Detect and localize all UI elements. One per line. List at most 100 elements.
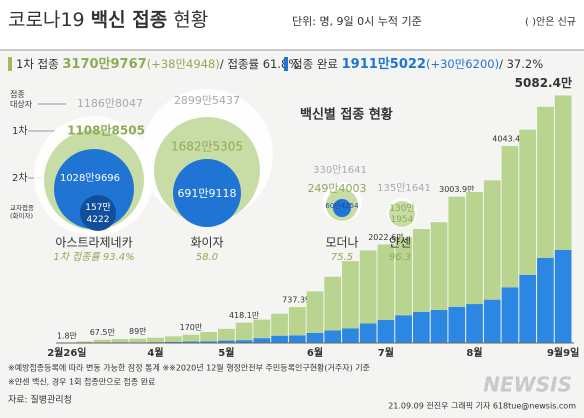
bar <box>306 332 324 343</box>
logo: NEWSIS <box>483 373 572 397</box>
bar <box>554 95 572 250</box>
first-value: 130만 1954 <box>389 203 414 225</box>
vaccine-rate: 1차 접종률 93.4% <box>53 251 134 263</box>
credit: 21.09.09 전진우 그래픽 기자 618tue@newsis.com <box>388 401 576 411</box>
title: 코로나19 백신 접종 현황 <box>8 9 208 31</box>
bar <box>501 146 519 288</box>
x-tick-label: 7월 <box>378 347 394 359</box>
row-label: 2차 <box>12 172 28 184</box>
second-value: 60만4254 <box>325 201 359 210</box>
first-value: 1108만8505 <box>67 123 145 138</box>
bar <box>271 335 288 343</box>
bar <box>483 299 501 343</box>
marker <box>8 57 12 71</box>
bar <box>324 330 342 343</box>
bar <box>342 261 359 329</box>
first-summary: 1차 접종 3170만9767(+38만4948)/ 접종률 61.8% <box>16 56 299 72</box>
bar <box>271 313 288 336</box>
bar <box>218 340 235 343</box>
cross-circle <box>80 195 116 231</box>
total-label: 4043.4만 <box>492 135 528 144</box>
bar <box>412 311 430 343</box>
unit: 단위: 명, 9일 0시 누적 기준 <box>292 14 422 28</box>
second-value: 1028만9696 <box>60 172 120 184</box>
total-label: 67.5만 <box>90 328 116 337</box>
total-label: 1.8만 <box>57 331 78 340</box>
bar <box>359 250 377 324</box>
vaccine-rate: 96.3 <box>389 252 411 263</box>
bar <box>129 338 147 343</box>
total-label: 418.1만 <box>229 311 260 320</box>
total-label: 2022.6만 <box>368 233 404 242</box>
bar <box>164 336 182 342</box>
row-label: 교차접종 (화이자) <box>10 203 34 220</box>
bar <box>537 106 554 258</box>
bar <box>537 257 554 343</box>
total-label: 89만 <box>129 327 147 336</box>
total-label: 737.3만 <box>282 296 313 305</box>
bar <box>483 180 501 300</box>
bar <box>377 319 395 343</box>
row-label: 1차 <box>12 125 28 137</box>
bar <box>377 244 395 320</box>
bar <box>448 306 466 343</box>
x-tick-label: 4월 <box>147 347 163 359</box>
bar <box>76 341 93 343</box>
first-value: 1682만5305 <box>171 140 243 154</box>
second-circle <box>173 159 241 227</box>
bar <box>519 274 537 343</box>
vaccine-name: 얀센 <box>389 236 411 250</box>
bar <box>93 339 111 343</box>
footnote: ※예방접종등록에 따라 변동 가능한 잠정 통계 ※※2020년 12월 행정안… <box>8 363 370 373</box>
bar <box>324 276 342 331</box>
source: 자료: 질병관리청 <box>8 394 72 406</box>
section-title: 백신별 접종 현황 <box>300 107 393 123</box>
bar <box>200 341 218 343</box>
row-label: 접종 대상자 <box>10 89 33 109</box>
marker <box>284 57 288 71</box>
bar <box>359 323 377 343</box>
bar <box>554 249 572 343</box>
vaccine-name: 화이자 <box>190 236 223 250</box>
bar <box>288 307 306 336</box>
bar <box>147 337 164 343</box>
chart: 2월26일 1.8만 67.5만 89만 4월 170만 5월 418.1만 737.3만 6월 7… <box>47 75 579 359</box>
footnote: ※얀센 백신, 경우 1회 접종만으로 접종 완료 <box>8 377 155 387</box>
bar <box>395 315 412 343</box>
bar <box>235 322 253 341</box>
target-value: 330만1641 <box>313 164 367 176</box>
complete-summary: 접종 완료 1911만5022(+30만6200)/ 37.2% <box>292 56 543 72</box>
total-label: 170만 <box>180 323 203 332</box>
bar <box>306 291 324 333</box>
bar <box>501 287 519 343</box>
vaccine-rate: 75.5 <box>331 252 353 263</box>
x-tick-label: 6월 <box>307 347 323 359</box>
header-bg <box>0 0 584 50</box>
first-value: 249만4003 <box>307 182 366 195</box>
bar <box>519 129 537 275</box>
bar <box>253 338 271 343</box>
bar <box>235 340 253 343</box>
vaccine-name: 모더나 <box>325 236 358 250</box>
bar <box>218 328 235 341</box>
note: ( )안은 신규 <box>525 16 576 28</box>
bar <box>111 339 129 343</box>
bar <box>182 334 200 342</box>
bar <box>182 341 200 343</box>
target-value: 1186만8047 <box>77 97 143 110</box>
bar <box>395 237 412 316</box>
bar <box>253 319 271 339</box>
bar <box>430 309 448 343</box>
target-value: 2899만5437 <box>174 94 240 107</box>
bar <box>288 335 306 343</box>
first-circle <box>389 201 415 227</box>
bar <box>412 229 430 312</box>
vaccine-bubbles: 백신별 접종 현황 접종 대상자 1차 2차 교차접종 (화이자) 1186만804… <box>10 89 431 264</box>
second-value: 691만9118 <box>177 187 236 200</box>
bar <box>342 328 359 343</box>
cross-value: 157만 4222 <box>85 202 110 225</box>
bar <box>448 196 466 307</box>
vaccine-rate: 58.0 <box>196 252 218 263</box>
total-label: 3003.9만 <box>439 185 475 194</box>
